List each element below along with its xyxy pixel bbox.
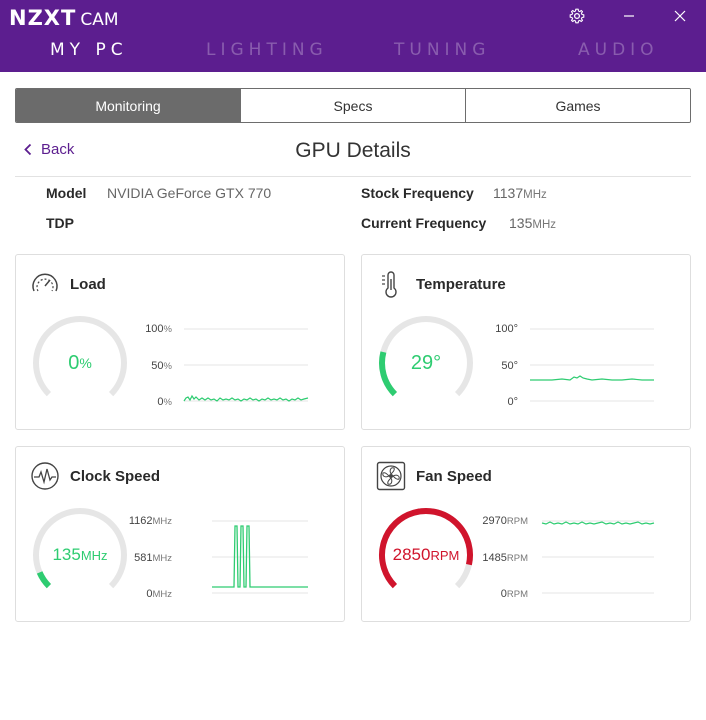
clock-gauge-track (33, 508, 127, 589)
clock-axis-mid: 581MHz (134, 552, 172, 564)
fan-series-line (541, 521, 655, 525)
page-title: GPU Details (295, 139, 411, 162)
load-history-chart (183, 328, 309, 402)
nav-tuning[interactable]: TUNING (394, 40, 491, 60)
sub-tabs: Monitoring Specs Games (15, 88, 691, 123)
fan-axis-mid: 1485RPM (482, 552, 528, 564)
temperature-axis-max: 100° (495, 323, 518, 335)
title-bar: NZXT CAM MY PC LIGHTING TUNING AUDIO (0, 0, 706, 72)
stock-frequency-value: 1137MHz (493, 185, 547, 201)
settings-button[interactable] (565, 4, 589, 28)
minimize-button[interactable] (617, 4, 641, 28)
fan-speed-title: Fan Speed (416, 468, 492, 485)
logo-sub: CAM (80, 10, 119, 30)
main-nav: MY PC LIGHTING TUNING AUDIO (0, 40, 706, 68)
nav-audio[interactable]: AUDIO (578, 40, 659, 60)
load-gauge (33, 316, 127, 397)
fan-icon (376, 461, 406, 491)
fan-speed-history-chart (541, 520, 655, 594)
logo-main: NZXT (9, 6, 77, 30)
load-axis-max: 100% (145, 323, 172, 335)
temperature-gauge-fill (379, 351, 398, 397)
load-value: 0% (68, 351, 92, 374)
clock-speed-history-chart (212, 520, 308, 594)
load-series-line (183, 394, 309, 402)
fan-speed-value: 2850 RPM (392, 545, 460, 564)
clock-gauge-fill (36, 571, 52, 589)
fan-speed-gauge (379, 508, 473, 589)
nav-lighting[interactable]: LIGHTING (206, 40, 328, 60)
temperature-series-line (530, 375, 654, 381)
speedometer-icon (32, 273, 58, 292)
temperature-axis-mid: 50° (501, 360, 518, 372)
close-button[interactable] (668, 4, 692, 28)
clock-speed-title: Clock Speed (70, 468, 161, 485)
clock-axis-min: 0MHz (146, 588, 172, 600)
fan-gauge-fill (379, 508, 473, 589)
model-value: NVIDIA GeForce GTX 770 (107, 185, 272, 201)
fan-axis-max: 2970RPM (482, 515, 528, 527)
model-label: Model (46, 185, 87, 201)
clock-series-line (212, 525, 308, 588)
temperature-card: Temperature 29 ° 100° 50° 0° (361, 254, 691, 430)
clock-speed-gauge (33, 508, 127, 589)
current-frequency-value: 135MHz (509, 215, 556, 231)
tab-monitoring[interactable]: Monitoring (16, 89, 240, 122)
clock-axis-max: 1162MHz (128, 515, 172, 527)
load-axis-mid: 50% (151, 360, 172, 372)
temperature-axis-min: 0° (507, 396, 518, 408)
fan-speed-card: Fan Speed 2850 RPM 2970RPM 1485RPM 0RPM (361, 446, 691, 622)
app-logo: NZXT CAM (9, 6, 119, 30)
tab-games[interactable]: Games (465, 89, 690, 122)
current-frequency-label: Current Frequency (361, 215, 487, 231)
back-button[interactable]: Back (24, 141, 74, 158)
minimize-icon (624, 15, 634, 17)
divider (15, 176, 691, 177)
thermometer-icon (382, 271, 397, 298)
temperature-value: 29 ° (410, 351, 442, 374)
gear-icon (569, 8, 585, 24)
tdp-label: TDP (46, 215, 74, 231)
pulse-icon (31, 462, 59, 490)
nav-my-pc[interactable]: MY PC (50, 40, 128, 60)
temperature-title: Temperature (416, 276, 506, 293)
clock-speed-value: 135 MHz (52, 545, 108, 564)
stock-frequency-label: Stock Frequency (361, 185, 474, 201)
load-title: Load (70, 276, 106, 293)
tab-specs[interactable]: Specs (240, 89, 465, 122)
temperature-gauge (379, 316, 473, 397)
temperature-history-chart (530, 328, 654, 402)
chevron-left-icon (24, 143, 32, 156)
load-axis-min: 0% (157, 396, 172, 408)
close-icon (674, 10, 686, 22)
clock-speed-card: Clock Speed 135 MHz 1162MHz 581MHz 0MHz (15, 446, 345, 622)
back-label: Back (41, 141, 75, 158)
load-gauge-track (33, 316, 127, 397)
load-card: Load 0% 100% 50% 0% (15, 254, 345, 430)
fan-axis-min: 0RPM (500, 588, 528, 600)
